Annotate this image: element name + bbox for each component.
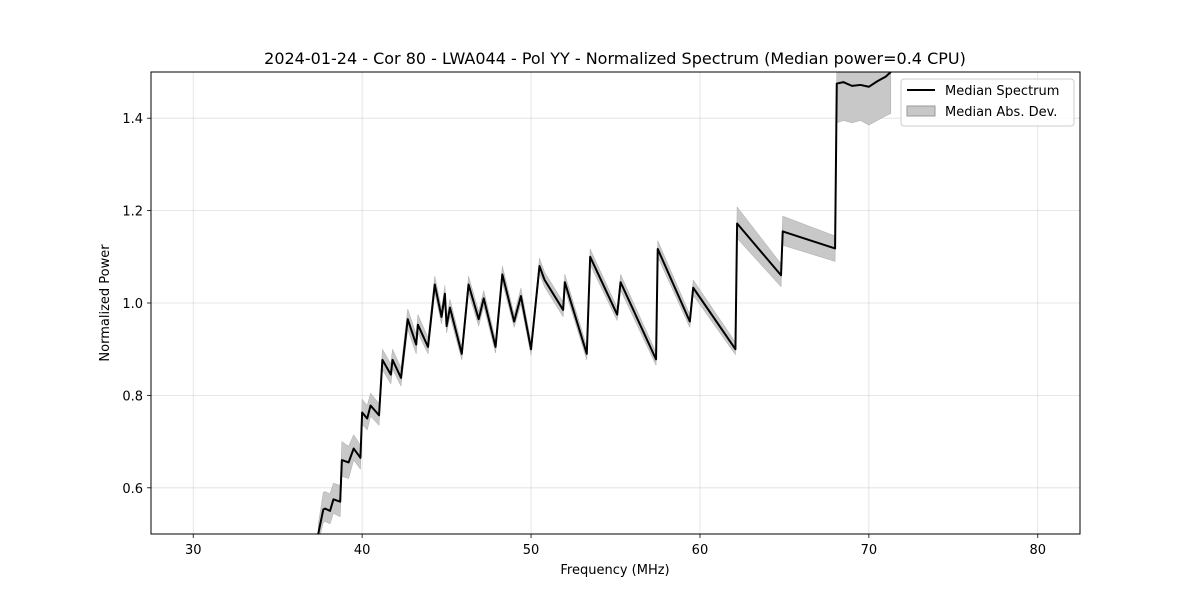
x-tick-label: 50	[523, 543, 540, 558]
x-tick-label: 40	[354, 543, 371, 558]
y-tick-label: 1.4	[122, 112, 143, 127]
x-tick-label: 80	[1029, 543, 1046, 558]
median-abs-dev-band	[317, 72, 892, 534]
y-tick-label: 0.6	[122, 482, 143, 497]
legend-label-median-spectrum: Median Spectrum	[945, 84, 1059, 99]
y-axis-label: Normalized Power	[98, 244, 113, 362]
x-tick-label: 30	[185, 543, 202, 558]
x-tick-label: 70	[861, 543, 878, 558]
legend-box	[900, 78, 1075, 127]
y-axis: 0.6 0.8 1.0 1.2 1.4	[122, 112, 151, 497]
legend-label-median-abs-dev: Median Abs. Dev.	[945, 105, 1057, 120]
plot-area	[317, 72, 892, 534]
y-tick-label: 1.0	[122, 297, 143, 312]
x-tick-label: 60	[692, 543, 709, 558]
legend-band-swatch	[906, 105, 936, 117]
x-axis-label: Frequency (MHz)	[560, 563, 669, 578]
y-tick-label: 0.8	[122, 389, 143, 404]
chart-title: 2024-01-24 - Cor 80 - LWA044 - Pol YY - …	[264, 49, 966, 68]
grid	[151, 72, 1080, 534]
x-axis: 30 40 50 60 70 80	[185, 534, 1046, 558]
median-spectrum-line	[317, 72, 892, 534]
legend: Median Spectrum Median Abs. Dev.	[900, 78, 1075, 127]
y-tick-label: 1.2	[122, 205, 143, 220]
